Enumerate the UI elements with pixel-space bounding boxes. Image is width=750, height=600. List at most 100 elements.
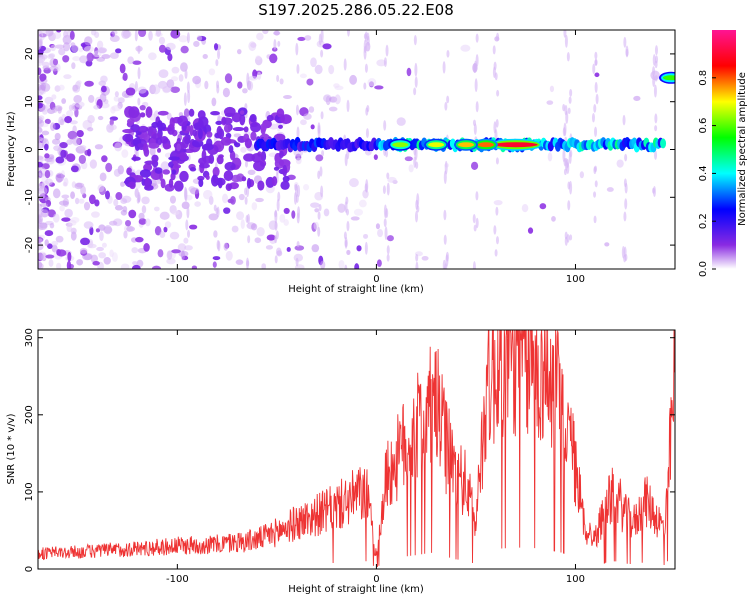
spectrogram-noise-blob bbox=[44, 230, 54, 237]
spectrogram-noise-blob bbox=[76, 259, 84, 266]
spectrogram-noise-blob bbox=[223, 242, 229, 251]
spectrogram-noise-blob bbox=[120, 263, 130, 269]
spectrogram-noise-blob bbox=[396, 117, 406, 126]
spectrogram-noise-blob bbox=[311, 244, 320, 253]
spectrogram-noise-blob bbox=[115, 48, 122, 54]
spectrogram-streak-blob bbox=[568, 96, 572, 104]
spectrogram-x-axis-label: Height of straight line (km) bbox=[288, 284, 424, 295]
spectrogram-noise-blob bbox=[149, 146, 156, 156]
spectrogram-cluster-blob bbox=[139, 169, 152, 178]
spectrogram-noise-blob bbox=[74, 197, 80, 205]
spectrogram-noise-blob bbox=[96, 246, 104, 252]
spectrogram-streak-blob bbox=[246, 213, 250, 224]
spectrogram-noise-blob bbox=[114, 205, 123, 211]
spectrogram-noise-blob bbox=[170, 76, 179, 82]
spectrogram-noise-blob bbox=[283, 219, 289, 226]
spectrogram-streak-blob bbox=[274, 255, 278, 264]
spectrogram-cluster-blob bbox=[212, 166, 220, 177]
spectrogram-noise-blob bbox=[547, 152, 553, 162]
spectrogram-noise-blob bbox=[337, 203, 346, 213]
spectrogram-cluster-blob bbox=[192, 129, 198, 137]
spectrogram-noise-blob bbox=[131, 247, 139, 254]
spectrogram-cluster-blob bbox=[243, 126, 249, 133]
spectrogram-noise-blob bbox=[138, 218, 147, 225]
spectrogram-noise-blob bbox=[63, 42, 71, 52]
spectrogram-noise-blob bbox=[70, 165, 79, 173]
spectrogram-noise-blob bbox=[135, 236, 144, 243]
spectrogram-cluster-blob bbox=[206, 131, 213, 138]
spectrogram-noise-blob bbox=[171, 66, 180, 74]
spectrogram-noise-blob bbox=[109, 119, 114, 126]
spectrogram-cluster-blob bbox=[160, 135, 169, 144]
colorbar: 0.0 0.2 0.4 0.6 0.8 Normalized spectral ampl… bbox=[698, 30, 748, 277]
spectrogram-noise-blob bbox=[70, 42, 76, 47]
spectrogram-noise-blob bbox=[295, 157, 302, 165]
spectrogram-noise-blob bbox=[154, 206, 160, 212]
spectrogram-cluster-blob bbox=[151, 121, 159, 129]
spectrogram-noise-blob bbox=[177, 243, 187, 252]
spectrogram-noise-blob bbox=[41, 61, 50, 68]
spectrogram-cluster-blob bbox=[128, 106, 140, 119]
spectrogram-noise-blob bbox=[63, 30, 68, 38]
spectrogram-noise-blob bbox=[55, 235, 64, 243]
spectrogram-noise-blob bbox=[70, 191, 76, 200]
spectrogram-streak-blob bbox=[246, 72, 250, 86]
spectrogram-noise-blob bbox=[303, 113, 312, 120]
spectrogram-streak-blob bbox=[317, 211, 321, 220]
spectrogram-streak-blob bbox=[296, 64, 300, 74]
spectrogram-noise-blob bbox=[63, 177, 69, 187]
spectrogram-noise-blob bbox=[58, 48, 66, 56]
spectrogram-noise-blob bbox=[96, 40, 104, 49]
spectrogram-noise-blob bbox=[266, 234, 276, 241]
spectrogram-noise-blob bbox=[212, 256, 221, 261]
spectrogram-streak-blob bbox=[446, 95, 450, 104]
spectrogram-noise-blob bbox=[178, 35, 189, 43]
spectrogram-noise-blob bbox=[238, 193, 245, 201]
snr-y-tick-label: 200 bbox=[24, 405, 35, 424]
spectrogram-noise-blob bbox=[57, 106, 62, 114]
spectrogram-streak-blob bbox=[383, 57, 387, 68]
spectrogram-streak-blob bbox=[472, 261, 476, 269]
spectrogram-noise-blob bbox=[38, 238, 43, 243]
spectrogram-noise-blob bbox=[84, 46, 91, 52]
spectrogram-cluster-blob bbox=[143, 147, 150, 157]
spectrogram-cluster-blob bbox=[225, 183, 232, 192]
spectrogram-noise-blob bbox=[40, 77, 45, 82]
spectrogram-cluster-blob bbox=[144, 177, 151, 190]
snr-y-axis-label: SNR (10 * v/v) bbox=[6, 413, 17, 484]
spectrogram-noise-blob bbox=[49, 65, 59, 72]
spectrogram-noise-blob bbox=[58, 200, 69, 206]
spectrogram-noise-blob bbox=[66, 110, 74, 118]
spectrogram-noise-blob bbox=[38, 172, 42, 179]
spectrogram-noise-blob bbox=[115, 192, 123, 200]
spectrogram-streak-blob bbox=[137, 97, 141, 106]
spectrogram-streak-blob bbox=[624, 182, 628, 194]
spectrogram-noise-blob bbox=[92, 261, 100, 266]
spectrogram-streak-blob bbox=[416, 193, 420, 207]
spectrogram-noise-blob bbox=[119, 63, 126, 74]
spectrogram-noise-blob bbox=[61, 217, 71, 222]
spectrogram-noise-blob bbox=[320, 260, 326, 269]
spectrogram-noise-blob bbox=[208, 213, 219, 221]
spectrogram-noise-blob bbox=[64, 116, 73, 124]
spectrogram-noise-blob bbox=[346, 249, 351, 255]
spectrogram-noise-blob bbox=[251, 202, 258, 211]
spectrogram-cluster-blob bbox=[210, 174, 219, 187]
spectrogram-noise-blob bbox=[101, 242, 107, 248]
spectrogram-noise-blob bbox=[193, 40, 200, 47]
spectrogram-noise-blob bbox=[105, 162, 113, 173]
spectrogram-noise-blob bbox=[51, 94, 57, 100]
spectrogram-streak-blob bbox=[562, 127, 566, 137]
spectrogram-noise-blob bbox=[113, 95, 120, 102]
spectrogram-cluster-blob bbox=[176, 143, 181, 152]
spectrogram-streak-blob bbox=[625, 45, 629, 58]
spectrogram-noise-blob bbox=[58, 116, 64, 126]
colorbar-ticks: 0.0 0.2 0.4 0.6 0.8 bbox=[698, 70, 716, 277]
spectrogram-streak-blob bbox=[445, 254, 449, 267]
spectrogram-streak-blob bbox=[386, 172, 390, 180]
spectrogram-noise-blob bbox=[233, 133, 242, 138]
spectrogram-streak-blob bbox=[386, 253, 390, 262]
spectrogram-noise-blob bbox=[375, 223, 380, 230]
spectrogram-noise-blob bbox=[126, 167, 133, 176]
spectrogram-cluster-blob bbox=[197, 128, 203, 140]
